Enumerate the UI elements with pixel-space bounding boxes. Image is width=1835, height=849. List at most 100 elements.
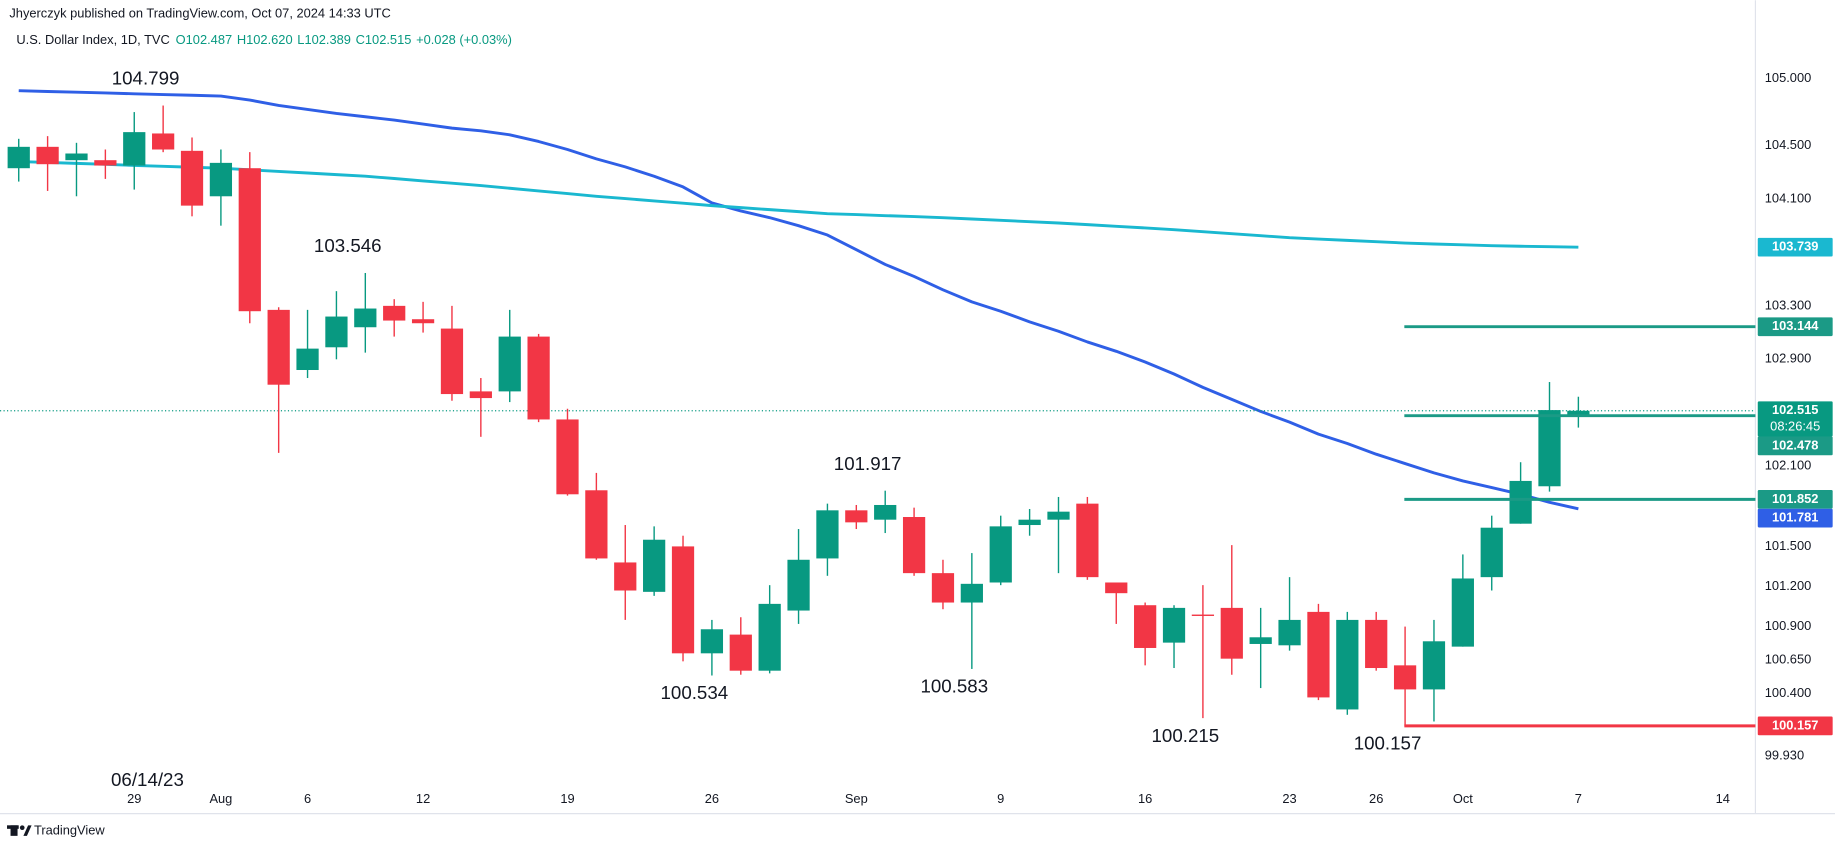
price-tag	[1757, 490, 1833, 509]
x-tick-label: Sep	[845, 791, 868, 806]
candle-body	[1509, 480, 1532, 524]
candle-body	[1018, 519, 1041, 526]
candle-body	[1480, 527, 1503, 578]
annotation: 100.215	[1152, 725, 1220, 746]
legend-close: C102.515	[356, 33, 412, 48]
candle-body	[36, 146, 59, 165]
candle-body	[1307, 611, 1330, 698]
candle-body	[209, 162, 233, 197]
legend-open: O102.487	[176, 33, 233, 48]
candle-body	[1191, 614, 1215, 616]
candle-body	[960, 583, 983, 603]
published-line: Jhyerczyk published on TradingView.com, …	[9, 6, 390, 21]
x-tick-label: 26	[1369, 791, 1383, 806]
brand: TradingView	[34, 823, 105, 838]
x-tick-label: Oct	[1453, 791, 1473, 806]
candle-body	[1365, 619, 1388, 669]
candle-body	[65, 153, 88, 161]
candle-body	[585, 490, 608, 559]
candle-body	[411, 319, 435, 324]
annotation: 100.583	[920, 676, 988, 697]
y-tick-label: 101.200	[1765, 578, 1811, 593]
candle-body	[1393, 665, 1417, 690]
y-tick-label: 100.900	[1765, 618, 1811, 633]
candle-body	[498, 336, 521, 392]
y-tick-label: 102.100	[1765, 458, 1811, 473]
x-tick-label: 14	[1716, 791, 1730, 806]
candle-body	[845, 510, 868, 523]
x-tick-label: 6	[304, 791, 311, 806]
candle-body	[1162, 607, 1186, 643]
candle-body	[671, 546, 695, 654]
legend-change: +0.028 (+0.03%)	[416, 33, 512, 48]
brand-logo	[7, 825, 32, 836]
candle-body	[1134, 605, 1157, 648]
candle-body	[152, 133, 175, 150]
legend-high: H102.620	[237, 33, 293, 48]
candle-body	[325, 316, 348, 348]
y-tick-label: 105.000	[1765, 70, 1811, 85]
x-tick-label: 19	[560, 791, 574, 806]
x-tick-label: Aug	[209, 791, 232, 806]
candle-body	[729, 634, 752, 671]
countdown: 08:26:45	[1770, 419, 1820, 434]
price-tag	[1757, 237, 1833, 257]
y-tick-label: 99.930	[1765, 748, 1804, 763]
candle-body	[989, 526, 1012, 583]
candle-body	[440, 328, 464, 395]
y-tick-label: 104.500	[1765, 137, 1811, 152]
moving-average	[18, 160, 1579, 249]
y-tick-label: 100.650	[1765, 651, 1811, 666]
candle-body	[296, 348, 319, 371]
annotation: 104.799	[112, 68, 180, 89]
x-tick-label: 16	[1138, 791, 1152, 806]
y-tick-label: 100.400	[1765, 685, 1811, 700]
candle-body	[383, 305, 406, 321]
y-tick-label: 103.300	[1765, 297, 1811, 312]
candle-body	[643, 539, 666, 592]
candle-body	[874, 504, 897, 520]
candle-body	[1538, 410, 1561, 487]
candle-body	[123, 132, 146, 166]
price-tag-label: 103.144	[1772, 318, 1819, 333]
candle-body	[1076, 503, 1099, 578]
price-tag-label: 103.739	[1772, 239, 1818, 254]
price-tag-label: 102.478	[1772, 437, 1818, 452]
price-tag-label: 102.515	[1772, 402, 1818, 417]
x-tick-label: 29	[127, 791, 141, 806]
note: 06/14/23	[111, 769, 184, 790]
candle-body	[527, 336, 550, 420]
candle-body	[7, 146, 30, 169]
x-tick-label: 9	[997, 791, 1004, 806]
price-tag-label: 101.781	[1772, 509, 1818, 524]
candle-body	[238, 168, 261, 312]
annotation: 100.157	[1354, 733, 1422, 754]
candle-body	[94, 160, 117, 166]
x-tick-label: 23	[1282, 791, 1296, 806]
candle-body	[700, 629, 724, 654]
x-tick-label: 12	[416, 791, 430, 806]
candle-body	[267, 309, 290, 385]
legend-low: L102.389	[297, 33, 351, 48]
candle-body	[1220, 607, 1243, 659]
candle-body	[354, 308, 377, 328]
candle-body	[1567, 410, 1590, 415]
price-tag	[1757, 508, 1833, 528]
price-tag-label: 101.852	[1772, 491, 1818, 506]
candle-body	[1451, 578, 1474, 647]
annotation: 101.917	[834, 453, 902, 474]
price-tag	[1757, 317, 1833, 337]
candle-body	[1047, 511, 1070, 520]
candle-body	[1105, 582, 1128, 594]
x-tick-label: 26	[705, 791, 719, 806]
x-tick-label: 7	[1575, 791, 1582, 806]
candle-body	[1249, 637, 1272, 644]
candle-body	[816, 510, 839, 559]
y-tick-label: 104.100	[1765, 190, 1811, 205]
y-tick-label: 101.500	[1765, 538, 1811, 553]
candle-body	[758, 603, 781, 671]
candle-body	[180, 150, 204, 206]
price-tag-label: 100.157	[1772, 717, 1818, 732]
